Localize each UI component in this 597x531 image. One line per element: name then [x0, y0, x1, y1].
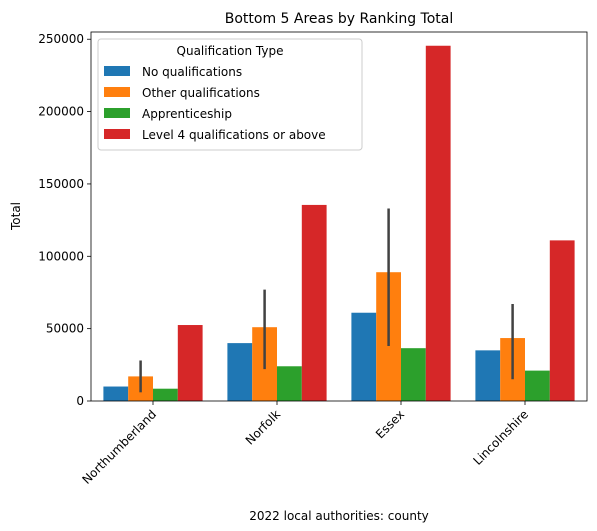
- bar-4-1: [177, 325, 203, 401]
- x-tick-label-1: Northumberland: [79, 407, 159, 487]
- y-tick-label-2: 50000: [46, 322, 84, 336]
- legend-label-1: No qualifications: [142, 65, 242, 79]
- legend-label-2: Other qualifications: [142, 86, 260, 100]
- bar-1-2: [227, 343, 253, 401]
- y-tick-label-3: 100000: [38, 249, 84, 263]
- bar-1-4: [475, 350, 501, 401]
- axes-frame: [90, 31, 588, 402]
- y-tick-label-6: 250000: [38, 32, 84, 46]
- x-tick-label-4: Lincolnshire: [470, 407, 531, 468]
- legend-label-4: Level 4 qualifications or above: [142, 128, 326, 142]
- legend-swatch-4: [104, 129, 130, 139]
- legend-label-3: Apprenticeship: [142, 107, 232, 121]
- bar-3-4: [525, 370, 550, 401]
- legend-title: Qualification Type: [177, 44, 284, 58]
- x-tick-label-2: Norfolk: [243, 407, 283, 447]
- y-tick-label-1: 0: [76, 394, 84, 408]
- bar-3-1: [153, 388, 178, 401]
- y-axis-label: Total: [9, 202, 23, 231]
- bar-4-4: [549, 240, 575, 401]
- bar-4-2: [301, 204, 327, 401]
- bar-4-3: [425, 45, 451, 401]
- bar-1-1: [103, 386, 129, 401]
- legend-swatch-2: [104, 87, 130, 97]
- x-tick-label-3: Essex: [373, 407, 407, 441]
- bar-1-3: [351, 312, 377, 401]
- bar-3-3: [401, 348, 426, 401]
- chart-title: Bottom 5 Areas by Ranking Total: [225, 11, 454, 27]
- bar-3-2: [277, 366, 302, 401]
- x-axis-label: 2022 local authorities: county: [249, 509, 429, 523]
- legend: Qualification Type No qualifications Other…: [97, 38, 363, 151]
- legend-swatch-3: [104, 108, 130, 118]
- legend-swatch-1: [104, 66, 130, 76]
- legend-frame: [97, 38, 363, 151]
- y-tick-label-4: 150000: [38, 177, 84, 191]
- y-tick-label-5: 200000: [38, 105, 84, 119]
